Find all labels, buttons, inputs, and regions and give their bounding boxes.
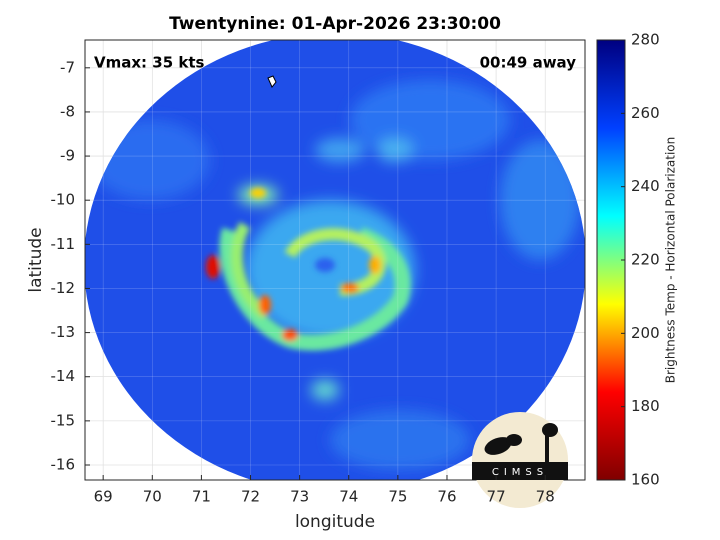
y-tick-label: -7	[60, 58, 75, 76]
x-tick-label: 73	[290, 488, 309, 506]
x-tick-label: 70	[143, 488, 162, 506]
y-tick-label: -14	[51, 367, 76, 385]
colorbar: 160 180 200 220 240 260 280 Brightness Temp - H…	[596, 31, 678, 489]
y-axis-label: latitude	[26, 227, 46, 292]
y-tick-label: -15	[51, 411, 76, 429]
logo: CIMSS	[472, 412, 568, 508]
colorbar-tick-label: 280	[631, 31, 660, 49]
grid-overlay	[85, 40, 585, 480]
y-tick-label: -10	[51, 191, 76, 209]
colorbar-tick-label: 160	[631, 471, 660, 489]
x-tick-label: 69	[94, 488, 113, 506]
x-tick-label: 76	[437, 488, 456, 506]
time-annotation: 00:49 away	[480, 54, 577, 72]
colorbar-tick-label: 200	[631, 324, 660, 342]
chart-title: Twentynine: 01-Apr-2026 23:30:00	[169, 14, 501, 34]
colorbar-tick-label: 220	[631, 251, 660, 269]
plot-frame	[84, 39, 586, 481]
x-tick-label: 78	[536, 488, 555, 506]
x-tick-label: 77	[487, 488, 506, 506]
colorbar-tick-label: 180	[631, 397, 660, 415]
x-tick-label: 72	[241, 488, 260, 506]
x-tick-label: 75	[388, 488, 407, 506]
y-tick-label: -9	[60, 147, 75, 165]
y-tick-label: -12	[51, 279, 76, 297]
logo-text: CIMSS	[492, 467, 548, 478]
x-tick-label: 74	[339, 488, 358, 506]
colorbar-tick-label: 260	[631, 104, 660, 122]
y-tick-label: -16	[51, 455, 76, 473]
y-tick-label: -11	[51, 235, 76, 253]
x-axis-label: longitude	[295, 512, 375, 532]
colorbar-scale	[596, 39, 626, 481]
colorbar-label: Brightness Temp - Horizontal Polarizatio…	[664, 137, 678, 384]
colorbar-tick-label: 240	[631, 177, 660, 195]
satellite-image	[85, 40, 585, 480]
vmax-annotation: Vmax: 35 kts	[94, 54, 204, 72]
y-tick-label: -13	[51, 323, 76, 341]
y-tick-label: -8	[60, 102, 75, 120]
x-tick-label: 71	[192, 488, 211, 506]
